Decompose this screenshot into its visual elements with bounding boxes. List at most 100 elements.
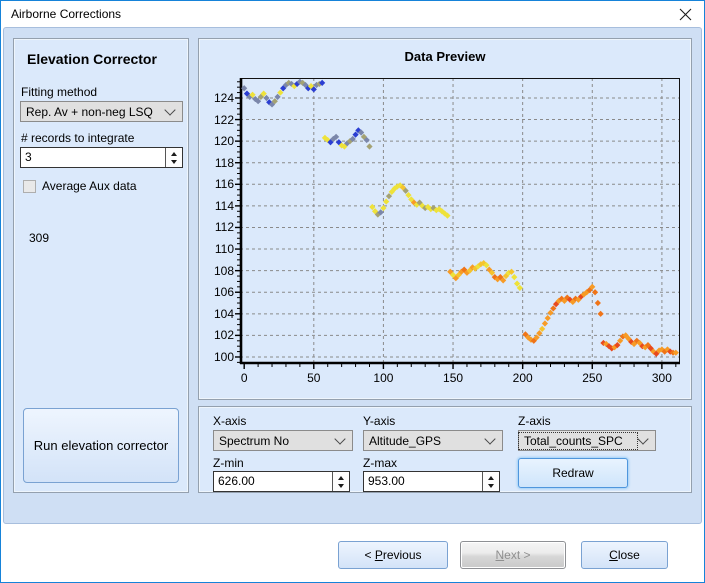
window-title: Airborne Corrections [11,7,122,21]
z-axis-label: Z-axis [518,414,551,428]
spin-up-icon[interactable] [171,151,177,156]
scatter-plot: 0 50 100 150 200 250 300 100 102 104 106 108 110 112 1… [214,78,680,385]
data-point [516,284,523,292]
data-point [410,199,418,206]
data-point [572,295,579,302]
spinner-buttons[interactable] [482,472,499,491]
z-min-input[interactable]: 626.00 [213,471,350,492]
y-axis-tick-label: 108 [213,263,234,278]
data-point [611,344,618,351]
previous-button[interactable]: < Previous [338,541,448,569]
close-button[interactable] [674,5,696,24]
x-axis-label: X-axis [213,414,247,428]
run-elevation-corrector-button[interactable]: Run elevation corrector [23,408,179,483]
redraw-button[interactable]: Redraw [518,458,628,488]
z-max-input[interactable]: 953.00 [363,471,500,492]
data-point [313,81,320,89]
y-axis-tick-label: 120 [213,134,234,149]
data-point [408,196,415,203]
data-point [644,342,652,349]
average-aux-checkbox[interactable] [23,179,36,193]
data-point [625,335,632,342]
x-axis-tick-label: 300 [651,371,672,385]
fitting-method-value: Rep. Av + non-neg LSQ [26,104,153,119]
x-axis-tick-label: 150 [443,371,464,385]
y-axis-select[interactable]: Altitude_GPS [363,430,503,451]
z-max-label: Z-max [363,456,397,470]
records-to-integrate-input[interactable]: 3 [20,147,183,168]
data-point [630,340,638,348]
y-axis-tick-label: 102 [213,328,234,343]
fitting-method-select[interactable]: Rep. Av + non-neg LSQ [20,101,183,122]
data-point [614,342,621,349]
x-axis-select[interactable]: Spectrum No [213,430,353,451]
data-point [330,135,337,143]
z-axis-value: Total_counts_SPC [518,431,638,450]
data-point [589,283,596,290]
data-point [544,315,551,322]
chevron-down-icon [164,103,176,116]
y-axis-tick-label: 100 [213,349,234,364]
data-preview-panel: Data Preview 0 50 100 150 200 250 300 100 102 104… [198,38,692,400]
data-point [541,320,549,327]
data-point [533,334,540,341]
spin-up-icon[interactable] [488,475,494,480]
spin-down-icon[interactable] [171,159,177,164]
close-icon [679,8,691,21]
data-point [672,349,679,356]
y-axis-label: Y-axis [363,414,396,428]
chevron-down-icon [484,432,496,445]
data-point [591,289,599,296]
spinner-buttons[interactable] [165,148,182,167]
close-dialog-button[interactable]: Close [581,541,668,569]
scatter-svg [235,78,680,369]
data-point [500,277,507,284]
content-panel: Elevation Corrector Fitting method Rep. … [3,27,702,524]
data-point [271,98,278,105]
data-point [363,136,370,144]
elevation-corrector-panel: Elevation Corrector Fitting method Rep. … [13,38,189,493]
data-point [475,263,482,270]
data-point [594,299,601,307]
spin-down-icon[interactable] [488,483,494,488]
data-point [441,210,448,217]
data-point [664,346,671,353]
data-point [628,338,635,345]
data-point [622,332,629,339]
x-axis-tick-label: 100 [373,371,394,385]
data-point [263,94,270,102]
data-point [656,347,663,354]
data-point [575,296,582,303]
data-point [658,346,665,353]
data-point [488,269,496,276]
y-axis-tick-label: 118 [214,155,234,170]
spin-down-icon[interactable] [338,483,344,488]
spin-up-icon[interactable] [338,475,344,480]
data-point [580,291,588,298]
y-axis-tick-label: 124 [213,90,234,105]
data-point [661,348,668,355]
data-point [525,334,532,341]
spinner-buttons[interactable] [332,472,349,491]
data-point [391,185,398,192]
data-point [433,207,440,214]
y-axis-tick-label: 116 [214,177,234,192]
y-axis-value: Altitude_GPS [369,433,442,448]
x-axis-tick-label: 0 [240,371,248,385]
data-point [513,280,521,287]
record-count: 309 [29,231,50,245]
chart-title: Data Preview [404,49,486,64]
x-axis-value: Spectrum No [219,433,290,448]
panel-heading: Elevation Corrector [27,51,157,67]
data-point [494,276,501,283]
records-to-integrate-label: # records to integrate [21,131,135,145]
y-axis-tick-label: 112 [214,220,234,235]
y-axis-tick-label: 110 [214,242,234,257]
data-point [539,325,546,333]
x-axis-tick-label: 200 [512,371,533,385]
z-axis-select[interactable]: Total_counts_SPC [518,430,656,451]
records-to-integrate-value: 3 [25,150,32,164]
chevron-down-icon [334,432,346,445]
data-point [547,309,554,316]
